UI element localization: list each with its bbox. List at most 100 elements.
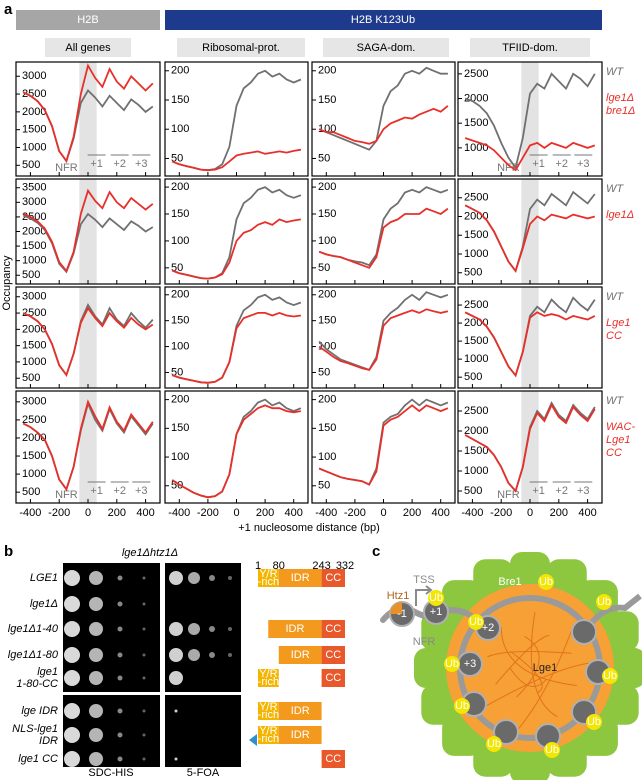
- colony-spot: [142, 627, 146, 631]
- colony-spot: [89, 597, 103, 611]
- y-tick-label: 100: [171, 451, 189, 463]
- nucleosome-label: +3: [464, 658, 477, 670]
- y-tick-label: 200: [318, 65, 336, 77]
- domain: [321, 646, 345, 664]
- colony-spot: [228, 627, 232, 631]
- y-axis-label: Occupancy: [1, 255, 13, 311]
- y-tick-label: 2000: [464, 317, 488, 329]
- nfr-highlight: [521, 62, 539, 176]
- colony-spot: [89, 622, 103, 636]
- label: Bre1: [498, 576, 521, 588]
- annotation: +1: [532, 158, 545, 170]
- domain-label: Y/R: [259, 701, 277, 713]
- panel-frame: [457, 178, 603, 285]
- nfr-highlight: [79, 287, 97, 388]
- bre1-subunit: [414, 648, 454, 688]
- ubiquitin: [468, 614, 484, 630]
- y-tick-label: 1000: [22, 141, 46, 153]
- ubiquitin-label: Ub: [587, 716, 601, 728]
- series-line: [318, 105, 449, 145]
- domain: [321, 569, 345, 587]
- colony-spot: [64, 751, 80, 767]
- y-tick-label: 150: [171, 315, 189, 327]
- strain-label: 1-80-CC: [16, 678, 58, 690]
- colony-spot: [117, 675, 123, 681]
- annotation: +2: [113, 158, 126, 170]
- x-tick-label: 200: [108, 507, 126, 519]
- annotation: NFR: [497, 489, 520, 501]
- legend-label: WAC- Lge1 CC: [606, 421, 638, 459]
- domain-label: CC: [325, 649, 341, 661]
- panel-frame: [164, 178, 309, 285]
- domain: [258, 669, 279, 687]
- medium-label: SDC-HIS: [88, 767, 133, 779]
- annotation: +3: [577, 158, 590, 170]
- x-tick-label: 400: [136, 507, 154, 519]
- y-tick-label: 150: [318, 208, 336, 220]
- y-tick-label: 2000: [22, 225, 46, 237]
- strain-label: IDR: [39, 735, 58, 747]
- legend-label: WT: [606, 66, 624, 78]
- subheader: SAGA-dom.: [357, 42, 416, 54]
- colony-spot: [142, 653, 146, 657]
- y-tick-label: 100: [318, 235, 336, 247]
- subheader-box: [45, 38, 131, 57]
- strain-title: lge1Δhtz1Δ: [122, 547, 178, 559]
- y-tick-label: 500: [22, 159, 40, 171]
- x-axis-label: +1 nucleosome distance (bp): [238, 522, 380, 534]
- colony-spot: [174, 709, 178, 713]
- y-tick-label: 1000: [464, 248, 488, 260]
- subheader: All genes: [65, 42, 111, 54]
- idr-strand: [530, 612, 558, 718]
- annotation: +1: [532, 485, 545, 497]
- ubiquitin-label: Ub: [539, 576, 553, 588]
- group-header: H2B K123Ub: [351, 14, 415, 26]
- domain-label: CC: [325, 753, 341, 765]
- colony-spot: [89, 671, 103, 685]
- y-tick-label: 50: [318, 262, 330, 274]
- nfr-highlight: [521, 179, 539, 284]
- series-line: [464, 204, 596, 273]
- y-tick-label: 50: [318, 152, 330, 164]
- colony-spot: [64, 727, 80, 743]
- y-tick-label: 150: [171, 208, 189, 220]
- y-tick-label: 100: [171, 123, 189, 135]
- y-tick-label: 2500: [464, 192, 488, 204]
- panel-label: b: [4, 543, 13, 560]
- colony-spot: [89, 728, 103, 742]
- y-tick-label: 1500: [22, 124, 46, 136]
- panel-frame: [311, 390, 456, 504]
- y-tick-label: 1500: [464, 445, 488, 457]
- y-tick-label: 150: [318, 94, 336, 106]
- colony-spot: [169, 648, 183, 662]
- annotation: +3: [577, 485, 590, 497]
- x-tick-label: 200: [256, 507, 274, 519]
- series-line: [464, 311, 596, 378]
- residue-tick: 243: [312, 560, 330, 572]
- x-tick-label: -200: [490, 507, 512, 519]
- domain-label: IDR: [291, 729, 310, 741]
- series-line: [464, 403, 596, 493]
- y-tick-label: 2500: [22, 414, 46, 426]
- y-tick-label: 50: [318, 480, 330, 492]
- series-line: [171, 293, 302, 384]
- x-tick-label: 200: [403, 507, 421, 519]
- subheader: TFIID-dom.: [502, 42, 558, 54]
- colony-spot: [89, 752, 103, 766]
- panel-frame: [457, 61, 603, 177]
- y-tick-label: 150: [171, 422, 189, 434]
- colony-spot: [228, 576, 232, 580]
- series-line: [464, 72, 596, 170]
- y-tick-label: 3000: [22, 70, 46, 82]
- domain-label: IDR: [291, 649, 310, 661]
- y-tick-label: 500: [22, 486, 40, 498]
- strain-label: lge IDR: [21, 705, 58, 717]
- nucleosome: [571, 619, 597, 645]
- y-tick-label: 100: [318, 451, 336, 463]
- colony-spot: [89, 571, 103, 585]
- ubiquitin-label: Ub: [603, 670, 617, 682]
- panel-frame: [311, 178, 456, 285]
- colony-spot: [117, 601, 123, 607]
- colony-spot: [209, 652, 215, 658]
- series-line: [318, 66, 448, 151]
